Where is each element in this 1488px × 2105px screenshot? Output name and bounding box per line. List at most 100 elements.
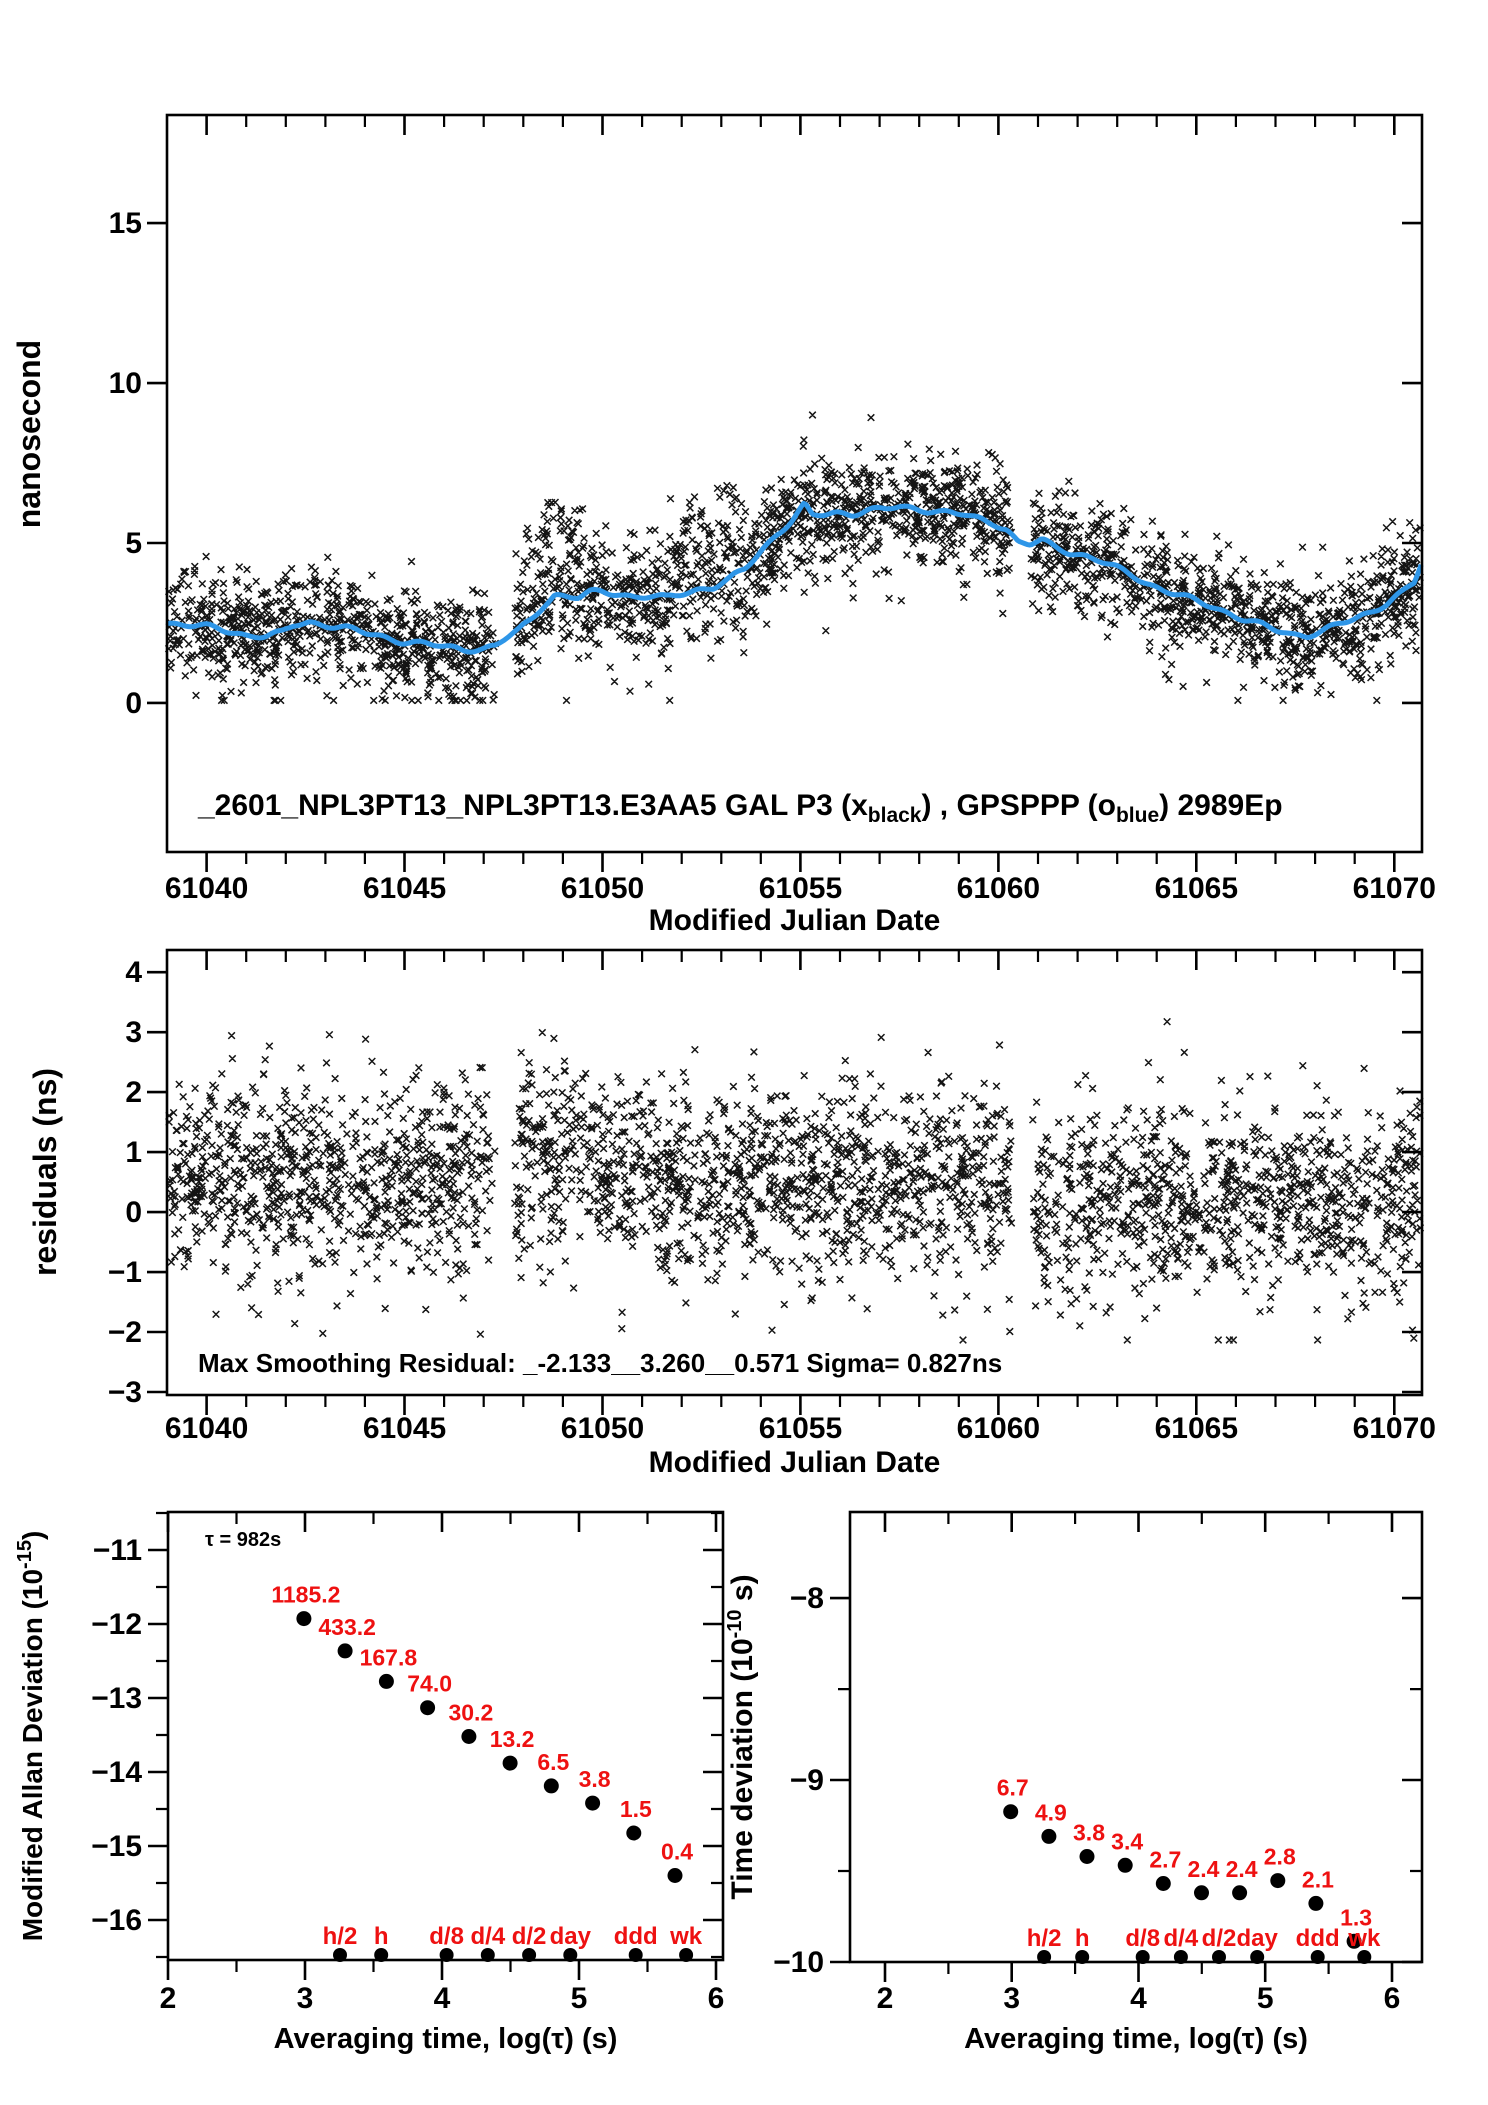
title-subscript: black xyxy=(868,804,922,827)
x-tick-label: 61045 xyxy=(363,872,446,905)
time-marker-label: day xyxy=(1236,1925,1278,1952)
y-tick-label: −12 xyxy=(91,1608,142,1641)
mdev-point xyxy=(420,1700,436,1716)
mdev-point xyxy=(461,1729,477,1744)
time-marker-label: wk xyxy=(669,1923,703,1950)
time-marker-label: h/2 xyxy=(323,1923,358,1950)
title-segment: ) , GPSPPP (o xyxy=(921,789,1116,822)
y-tick-label: 5 xyxy=(125,527,142,560)
ylabel-superscript: -10 xyxy=(724,1609,746,1638)
x-axis-label: Modified Julian Date xyxy=(649,904,941,937)
title-segment: ) 2989Ep xyxy=(1159,789,1282,822)
y-tick-label: −13 xyxy=(91,1682,142,1715)
tdev-point xyxy=(1194,1885,1209,1901)
mdev-point xyxy=(296,1611,312,1627)
y-tick-label: 0 xyxy=(125,687,142,720)
time-marker-dot xyxy=(1135,1950,1150,1964)
title-subscript: blue xyxy=(1116,804,1159,827)
tdev-point-label: 2.4 xyxy=(1187,1856,1219,1882)
y-tick-label: −2 xyxy=(108,1316,142,1349)
time-marker-dot xyxy=(333,1948,347,1962)
y-tick-label: −8 xyxy=(790,1582,824,1615)
axes-box xyxy=(165,113,1424,854)
gpsppp-smoothed-line xyxy=(166,500,1424,655)
x-tick-label: 6 xyxy=(708,1982,725,2015)
y-tick-label: −1 xyxy=(108,1256,142,1289)
phase-panel: 61040 61045 61050 61055 61060 61065 61070 0 5 10 1… xyxy=(11,113,1436,937)
time-marker-dot xyxy=(1212,1950,1226,1964)
time-marker-label: h xyxy=(1075,1925,1090,1952)
x-tick-label: 61055 xyxy=(759,1412,842,1445)
y-tick-label: 0 xyxy=(125,1196,142,1229)
y-tick-label: −11 xyxy=(93,1534,142,1567)
mdev-point xyxy=(626,1825,642,1841)
y-axis-label: Modified Allan Deviation (10-15) xyxy=(14,1531,48,1942)
time-marker-dot xyxy=(1173,1950,1188,1964)
time-marker-label: day xyxy=(550,1923,592,1950)
y-tick-label: −15 xyxy=(91,1830,142,1863)
y-axis-label: residuals (ns) xyxy=(27,1068,63,1276)
ylabel-segment: Time deviation (10 xyxy=(726,1638,759,1899)
ylabel-segment: ) xyxy=(17,1531,48,1540)
x-tick-label: 4 xyxy=(434,1982,451,2015)
tdev-point xyxy=(1041,1828,1057,1844)
x-tick-label: 2 xyxy=(877,1982,894,2015)
time-marker-label: d/2 xyxy=(1202,1925,1237,1952)
time-marker-label: d/8 xyxy=(429,1923,464,1950)
tdev-point-label: 3.4 xyxy=(1111,1828,1143,1854)
mdev-point-label: 167.8 xyxy=(360,1644,418,1670)
x-tick-label: 3 xyxy=(297,1982,314,2015)
tdev-point xyxy=(1079,1849,1095,1864)
title-segment: _2601_NPL3PT13_NPL3PT13.E3AA5 GAL P3 (x xyxy=(197,789,868,822)
x-tick-label: 61070 xyxy=(1353,1412,1436,1445)
time-marker-dot xyxy=(1357,1950,1372,1964)
x-tick-label: 61065 xyxy=(1155,1412,1238,1445)
tdev-panel: 2 3 4 5 6 −8 −9 −10 Averaging time, log(τ) (s) Ti… xyxy=(724,1510,1424,2055)
y-tick-label: −10 xyxy=(773,1946,824,1979)
mdev-point-label: 0.4 xyxy=(661,1838,693,1864)
time-marker-label: d/4 xyxy=(1164,1925,1199,1952)
tdev-point xyxy=(1270,1873,1286,1889)
ylabel-segment: s) xyxy=(726,1574,759,1609)
major-ticks xyxy=(147,950,1422,1415)
tdev-point xyxy=(1117,1857,1133,1873)
minor-ticks xyxy=(245,950,1356,1407)
time-marker-label: h xyxy=(374,1923,389,1950)
time-marker-dot xyxy=(439,1948,454,1962)
minor-ticks xyxy=(245,115,1356,864)
x-tick-label: 5 xyxy=(1257,1982,1274,2015)
time-marker-dot xyxy=(1250,1950,1265,1964)
ylabel-segment: Modified Allan Deviation (10 xyxy=(17,1569,48,1941)
y-tick-label: −9 xyxy=(790,1764,824,1797)
x-axis-label: Averaging time, log(τ) (s) xyxy=(964,2023,1308,2055)
mdev-point-label: 1185.2 xyxy=(271,1582,340,1608)
tdev-point xyxy=(1003,1804,1019,1820)
major-ticks xyxy=(148,1512,723,1980)
axes-box xyxy=(166,1510,725,1962)
tdev-point-label: 2.4 xyxy=(1226,1856,1258,1882)
max-smoothing-residual-annotation: Max Smoothing Residual: _-2.133__3.260__… xyxy=(198,1348,1002,1378)
time-marker-label: d/8 xyxy=(1125,1925,1160,1952)
mdev-point xyxy=(378,1673,394,1689)
major-ticks xyxy=(830,1512,1422,1982)
ylabel-superscript: -15 xyxy=(14,1540,36,1569)
x-tick-label: 61065 xyxy=(1155,872,1238,905)
mdev-point-label: 74.0 xyxy=(407,1671,452,1697)
mdev-point-label: 6.5 xyxy=(537,1749,569,1775)
x-tick-label: 5 xyxy=(571,1982,588,2015)
axes-box xyxy=(848,1510,1424,1964)
tdev-point xyxy=(1155,1876,1171,1891)
y-tick-label: 1 xyxy=(125,1136,142,1169)
mdev-point-label: 30.2 xyxy=(448,1700,493,1726)
time-marker-dot xyxy=(1075,1950,1090,1964)
major-ticks xyxy=(147,115,1422,872)
y-axis-label: Time deviation (10-10 s) xyxy=(724,1574,759,1899)
tdev-point-label: 3.8 xyxy=(1073,1819,1105,1845)
y-tick-label: 10 xyxy=(109,367,142,400)
tdev-point-label: 6.7 xyxy=(997,1775,1029,1801)
x-tick-label: 61050 xyxy=(561,1412,644,1445)
time-marker-dot xyxy=(522,1948,537,1962)
mdev-point-label: 13.2 xyxy=(490,1726,535,1752)
x-tick-label: 61045 xyxy=(363,1412,446,1445)
